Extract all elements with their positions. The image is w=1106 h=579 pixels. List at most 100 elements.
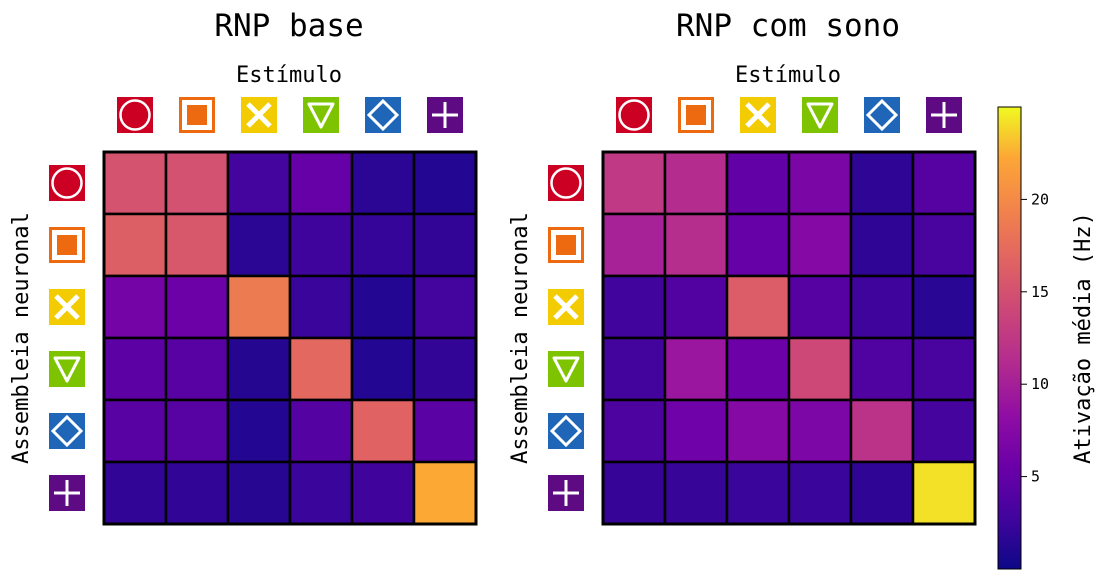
heatmap-cell	[849, 460, 915, 526]
heatmap-cell	[164, 274, 230, 340]
x-icon	[49, 289, 85, 325]
heatmap-cell	[226, 150, 292, 216]
circle-icon	[117, 97, 153, 133]
heatmap-cell	[849, 150, 915, 216]
x-icon	[548, 289, 584, 325]
heatmap-cell	[288, 336, 354, 402]
plus-icon	[49, 475, 85, 511]
heatmap-cell	[911, 150, 977, 216]
heatmap-cell	[288, 274, 354, 340]
heatmap-frame	[102, 150, 478, 526]
heatmap-cell	[412, 150, 478, 216]
heatmap-cell	[601, 150, 667, 216]
heatmap-cell	[288, 460, 354, 526]
heatmap-cell	[663, 336, 729, 402]
x-stimulus-icons	[117, 97, 463, 133]
heatmap-cell	[412, 212, 478, 278]
heatmap-cell	[350, 274, 416, 340]
heatmap-cell	[663, 150, 729, 216]
heatmap-cell	[911, 212, 977, 278]
colorbar-gradient	[997, 106, 1022, 570]
heatmap-cell	[102, 398, 168, 464]
heatmap-cell	[350, 398, 416, 464]
diamond-icon	[864, 97, 900, 133]
heatmap-cell	[288, 398, 354, 464]
triangle-down-icon	[548, 351, 584, 387]
heatmap-cell	[226, 460, 292, 526]
heatmap-cell	[412, 274, 478, 340]
heatmap-cell	[849, 336, 915, 402]
heatmap-cell	[849, 274, 915, 340]
diamond-icon	[548, 413, 584, 449]
heatmap-cell	[601, 274, 667, 340]
heatmap-cell	[663, 274, 729, 340]
chart-title: RNP com sono	[676, 8, 900, 44]
x-axis-label: Estímulo	[236, 63, 342, 88]
triangle-down-icon	[802, 97, 838, 133]
plus-icon	[427, 97, 463, 133]
heatmap-cell	[102, 212, 168, 278]
heatmap-cell	[226, 398, 292, 464]
colorbar-label: Ativação média (Hz)	[1071, 212, 1096, 464]
y-assembly-icons	[49, 165, 85, 511]
colorbar-tick-label: 5	[1031, 468, 1040, 486]
heatmap-cell	[725, 336, 791, 402]
heatmap-cell	[911, 336, 977, 402]
heatmap-cell	[412, 398, 478, 464]
heatmap-cell	[350, 150, 416, 216]
heatmap-cell	[226, 336, 292, 402]
colorbar: 5 10 15 20 Ativação média (Hz)	[997, 106, 1096, 570]
heatmap-cell	[663, 460, 729, 526]
heatmap-cell	[601, 398, 667, 464]
heatmap-cell	[102, 336, 168, 402]
plus-icon	[548, 475, 584, 511]
heatmap-cell	[911, 398, 977, 464]
heatmap-cell	[725, 398, 791, 464]
heatmap-cell	[102, 460, 168, 526]
heatmap-cell	[288, 212, 354, 278]
circle-icon	[49, 165, 85, 201]
y-axis-label: Assembleia neuronal	[508, 212, 533, 464]
heatmap-cell	[412, 460, 478, 526]
heatmap-cell	[226, 212, 292, 278]
heatmap-cell	[164, 460, 230, 526]
heatmap-panel-base: RNP base Estímulo Assembleia neuronal	[9, 8, 478, 526]
heatmap-cell	[787, 150, 853, 216]
heatmap-cell	[663, 212, 729, 278]
heatmap-cell	[787, 212, 853, 278]
heatmap-cell	[725, 212, 791, 278]
diamond-icon	[49, 413, 85, 449]
circle-icon	[548, 165, 584, 201]
y-axis-label: Assembleia neuronal	[9, 212, 34, 464]
colorbar-tick-label: 20	[1031, 190, 1049, 208]
heatmap-cell	[601, 460, 667, 526]
heatmap-cell	[787, 336, 853, 402]
x-stimulus-icons	[616, 97, 962, 133]
chart-title: RNP base	[214, 8, 363, 44]
plus-icon	[926, 97, 962, 133]
heatmap-cell	[350, 336, 416, 402]
heatmap-cell	[663, 398, 729, 464]
triangle-down-icon	[49, 351, 85, 387]
heatmap-cell	[725, 460, 791, 526]
heatmap-cell	[226, 274, 292, 340]
heatmap-cell	[164, 212, 230, 278]
heatmap-cells	[601, 150, 977, 526]
heatmap-cell	[725, 150, 791, 216]
heatmap-cell	[787, 460, 853, 526]
heatmap-cell	[288, 150, 354, 216]
x-icon	[740, 97, 776, 133]
heatmap-cell	[911, 274, 977, 340]
x-axis-label: Estímulo	[735, 63, 841, 88]
triangle-down-icon	[303, 97, 339, 133]
heatmap-cell	[725, 274, 791, 340]
square-icon	[678, 97, 714, 133]
heatmap-panel-sleep: RNP com sono Estímulo Assembleia neurona…	[508, 8, 977, 526]
heatmap-cell	[164, 336, 230, 402]
heatmap-cell	[849, 398, 915, 464]
x-icon	[241, 97, 277, 133]
heatmap-cell	[787, 274, 853, 340]
heatmap-cells	[102, 150, 478, 526]
colorbar-ticks: 5 10 15 20	[1021, 190, 1049, 486]
heatmap-cell	[787, 398, 853, 464]
